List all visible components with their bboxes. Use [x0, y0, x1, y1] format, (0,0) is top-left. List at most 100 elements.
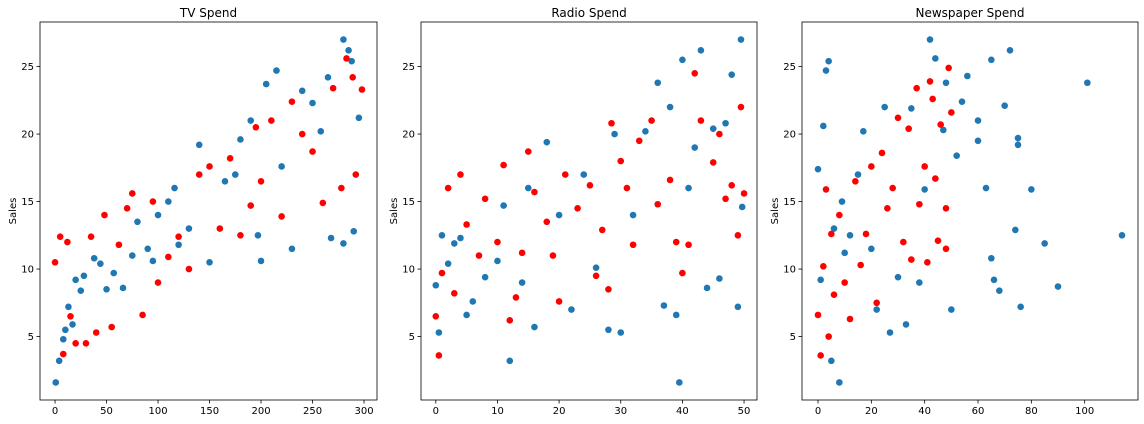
point [814, 311, 822, 319]
point [87, 233, 95, 240]
point [1001, 102, 1008, 109]
x-tick-label: 30 [614, 406, 627, 417]
point [860, 128, 867, 135]
point [679, 56, 686, 64]
point [679, 269, 686, 277]
point [1014, 134, 1022, 142]
point [996, 287, 1003, 294]
point [838, 198, 846, 205]
point [543, 138, 551, 146]
point [942, 205, 950, 212]
point [252, 124, 260, 131]
point [62, 326, 69, 334]
point [1084, 79, 1091, 87]
point [185, 225, 193, 232]
point [862, 230, 870, 238]
axes-frame [420, 21, 758, 401]
point [165, 198, 172, 205]
point [262, 80, 270, 88]
point [814, 165, 822, 173]
point [273, 67, 280, 74]
point [206, 163, 213, 170]
point [82, 340, 90, 347]
x-tick-label: 250 [303, 406, 322, 417]
point [841, 279, 848, 286]
point [926, 36, 934, 43]
y-tick-label: 5 [409, 332, 415, 343]
point [80, 272, 88, 280]
point [605, 286, 612, 293]
point [59, 350, 67, 358]
point [1012, 226, 1019, 234]
point [592, 264, 600, 272]
point [873, 306, 880, 313]
point [309, 148, 316, 155]
point [940, 126, 947, 134]
point [830, 291, 838, 299]
point [298, 130, 306, 138]
point [740, 190, 748, 197]
point [852, 178, 859, 185]
point [444, 184, 452, 192]
point [518, 249, 526, 257]
x-tick-label: 200 [251, 406, 270, 417]
point [666, 176, 674, 184]
y-tick-label: 25 [402, 62, 415, 73]
point [820, 122, 827, 130]
point [988, 56, 995, 64]
point [958, 98, 966, 105]
point [432, 281, 440, 289]
x-tick-label: 60 [972, 406, 985, 417]
point [722, 195, 729, 203]
point [55, 357, 63, 365]
point [309, 99, 316, 107]
point [518, 279, 526, 286]
y-tick-label: 25 [21, 62, 34, 73]
point [728, 182, 736, 189]
x-tick-label: 50 [100, 406, 113, 417]
point [531, 323, 538, 331]
point [1006, 47, 1014, 54]
point [67, 313, 74, 320]
point [257, 257, 265, 265]
point [964, 72, 971, 80]
point [889, 184, 896, 192]
point [691, 144, 699, 151]
point [288, 245, 296, 253]
point [469, 298, 477, 305]
point [355, 114, 363, 122]
point [319, 199, 327, 207]
point [343, 55, 350, 62]
point [825, 333, 832, 340]
point [438, 269, 446, 277]
point [52, 379, 60, 386]
point [110, 269, 118, 277]
point [524, 148, 532, 155]
point [278, 213, 285, 220]
point [543, 218, 551, 226]
point [857, 261, 864, 269]
point [974, 137, 982, 145]
point [629, 211, 637, 219]
point [841, 249, 848, 257]
point [734, 232, 742, 239]
point [69, 321, 76, 328]
point [481, 273, 489, 281]
point [868, 245, 875, 253]
point [654, 200, 662, 208]
point [932, 55, 939, 62]
point [916, 279, 923, 286]
point [438, 232, 446, 239]
y-tick-label: 10 [21, 265, 34, 276]
point [822, 67, 830, 74]
point [348, 57, 355, 65]
point [175, 241, 182, 249]
x-tick-label: 50 [738, 406, 751, 417]
point [103, 286, 110, 293]
point [435, 352, 443, 359]
point [921, 186, 928, 193]
point [905, 125, 912, 132]
point [237, 232, 244, 239]
point [953, 152, 960, 159]
point [134, 218, 141, 226]
